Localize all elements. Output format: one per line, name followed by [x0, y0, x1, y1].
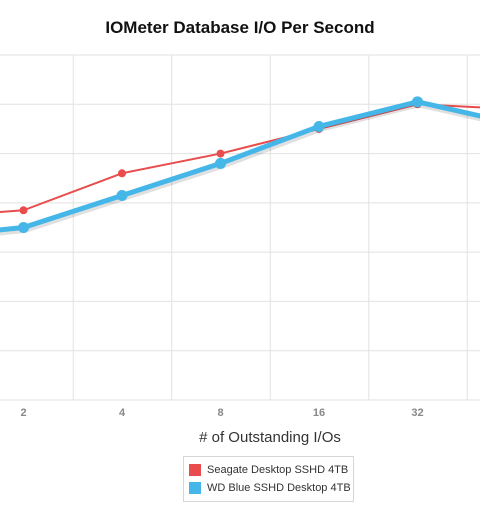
legend-swatch-wd: [189, 482, 201, 494]
data-point[interactable]: [19, 206, 28, 215]
series-layer: [0, 96, 480, 236]
data-point[interactable]: [116, 189, 128, 201]
chart-title: IOMeter Database I/O Per Second: [105, 18, 375, 37]
legend: Seagate Desktop SSHD 4TB WD Blue SSHD De…: [183, 456, 354, 502]
x-axis-title: # of Outstanding I/Os: [199, 429, 341, 446]
data-point[interactable]: [18, 222, 29, 233]
data-point[interactable]: [215, 157, 226, 169]
x-tick-label: 4: [119, 407, 126, 419]
x-tick-label: 8: [217, 407, 223, 419]
x-tick-label: 32: [411, 407, 423, 419]
data-point[interactable]: [313, 120, 325, 132]
legend-label-seagate: Seagate Desktop SSHD 4TB: [207, 464, 349, 476]
x-tick-label: 2: [20, 407, 26, 419]
legend-item-wd[interactable]: WD Blue SSHD Desktop 4TB: [189, 479, 351, 497]
legend-label-wd: WD Blue SSHD Desktop 4TB: [207, 482, 351, 494]
x-tick-label: 16: [313, 407, 325, 419]
legend-item-seagate[interactable]: Seagate Desktop SSHD 4TB: [189, 461, 348, 479]
legend-swatch-seagate: [189, 464, 201, 476]
series-wd: [0, 96, 480, 236]
data-point[interactable]: [118, 169, 126, 178]
series-line-shadow: [0, 100, 480, 236]
x-tick-labels: 2 4 8 16 32: [20, 407, 423, 419]
data-point[interactable]: [216, 149, 225, 158]
data-point[interactable]: [412, 96, 423, 108]
